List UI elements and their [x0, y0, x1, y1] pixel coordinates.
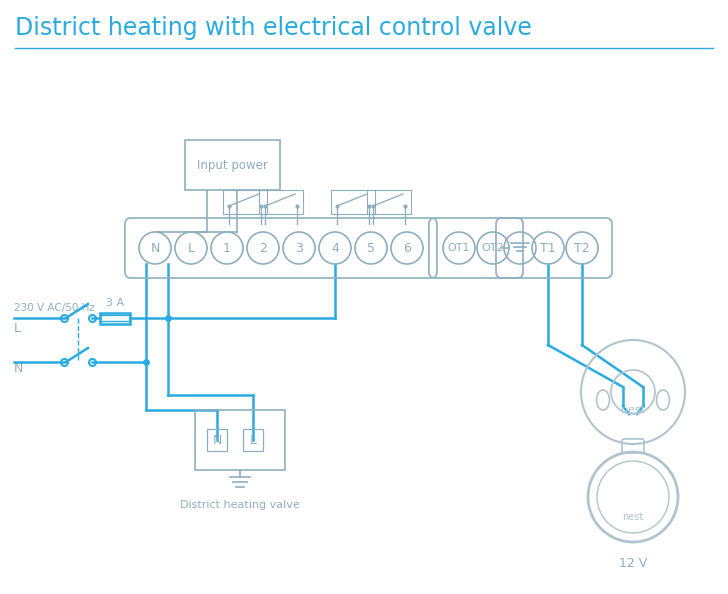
Bar	[243, 429, 263, 451]
Text: nest: nest	[621, 405, 645, 415]
Text: L: L	[188, 242, 194, 254]
Bar	[195, 410, 285, 470]
Text: 2: 2	[259, 242, 267, 254]
Text: OT1: OT1	[448, 243, 470, 253]
Text: 230 V AC/50 Hz: 230 V AC/50 Hz	[14, 303, 95, 313]
Bar	[100, 312, 130, 324]
Text: 3: 3	[295, 242, 303, 254]
Bar	[331, 190, 375, 214]
Text: Input power: Input power	[197, 159, 268, 172]
Text: N: N	[213, 434, 222, 447]
Text: L: L	[250, 434, 256, 447]
Text: T2: T2	[574, 242, 590, 254]
Text: District heating valve: District heating valve	[180, 500, 300, 510]
Text: OT2: OT2	[482, 243, 505, 253]
Text: T1: T1	[540, 242, 555, 254]
Bar	[185, 140, 280, 190]
Text: 4: 4	[331, 242, 339, 254]
Text: L: L	[14, 321, 21, 334]
Bar	[259, 190, 303, 214]
Bar	[223, 190, 267, 214]
Text: 5: 5	[367, 242, 375, 254]
Text: N: N	[150, 242, 159, 254]
Text: District heating with electrical control valve: District heating with electrical control…	[15, 16, 532, 40]
Text: 12 V: 12 V	[619, 557, 647, 570]
Bar	[367, 190, 411, 214]
Text: 1: 1	[223, 242, 231, 254]
Text: N: N	[14, 362, 23, 374]
Text: nest: nest	[622, 512, 644, 522]
Bar	[207, 429, 227, 451]
Text: 6: 6	[403, 242, 411, 254]
Text: 3 A: 3 A	[106, 298, 124, 308]
